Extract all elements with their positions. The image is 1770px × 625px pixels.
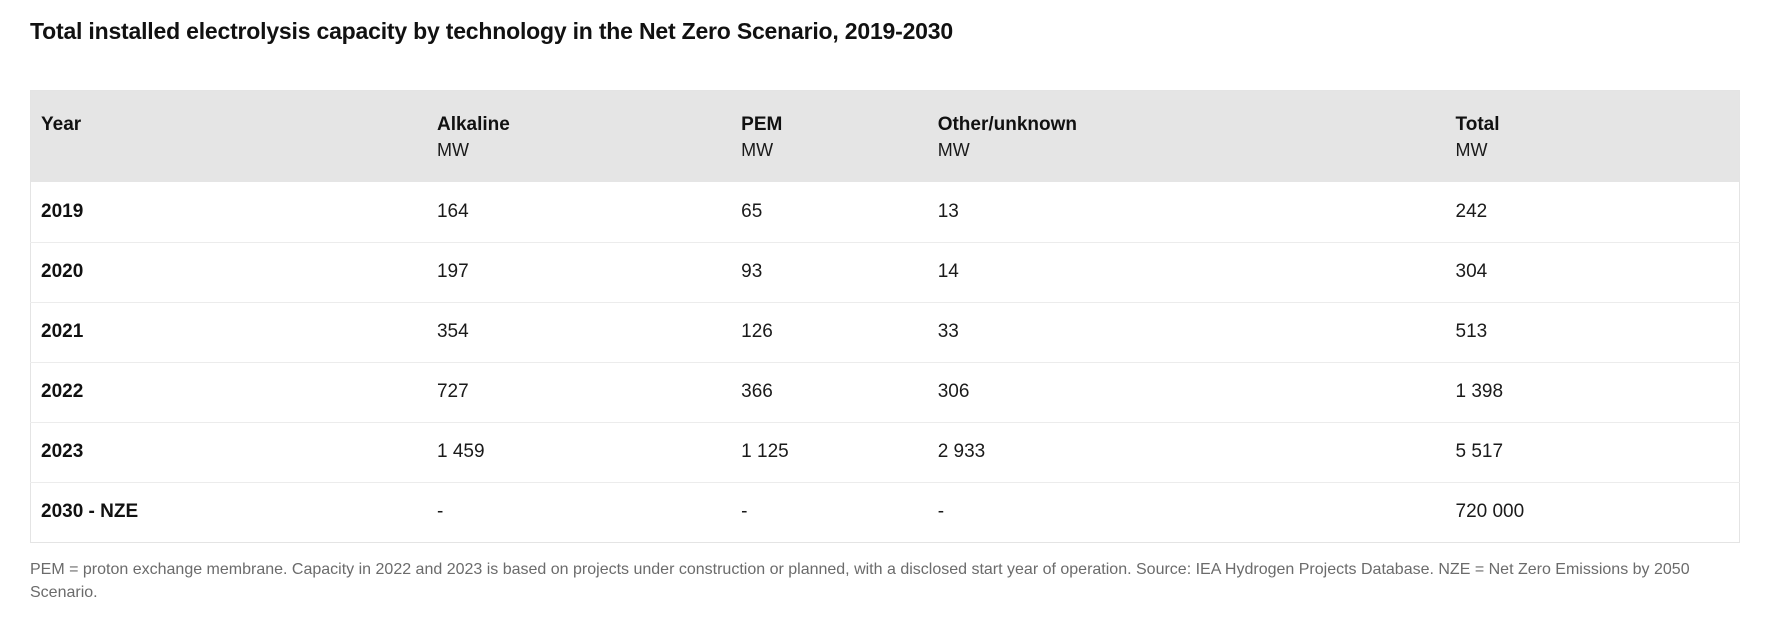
- cell-pem: 366: [741, 381, 773, 402]
- cell-total: 304: [1455, 261, 1488, 282]
- table-row-2023: 2023 1 459 1 125 2 933 5 517: [30, 422, 1740, 482]
- col-header-unit: MW: [1455, 140, 1488, 160]
- cell-alkaline: 164: [436, 200, 469, 222]
- cell-total: 5 517: [1455, 441, 1504, 462]
- table-body: 2019 164 65 13 242 2020 197 93 14 304 20…: [30, 182, 1740, 542]
- capacity-table: Year Alkaline MW PEM MW Other/unknown MW…: [30, 90, 1740, 543]
- col-header-label: Alkaline: [436, 114, 510, 135]
- row-label-year: 2021: [41, 321, 84, 342]
- cell-pem: 126: [741, 321, 773, 342]
- col-header-unit: MW: [937, 140, 970, 160]
- cell-other-unknown: -: [937, 501, 945, 522]
- col-header-label: PEM: [741, 114, 783, 135]
- table-row-2030-nze: 2030 - NZE - - - 720 000: [30, 482, 1740, 542]
- col-header-other-unknown: Other/unknown MW: [927, 90, 1446, 182]
- table-row-2022: 2022 727 366 306 1 398: [30, 362, 1740, 422]
- col-header-label: Other/unknown: [937, 114, 1078, 135]
- col-header-total: Total MW: [1445, 90, 1740, 182]
- col-header-unit: [41, 138, 417, 162]
- cell-pem: 65: [741, 200, 763, 222]
- cell-other-unknown: 306: [937, 381, 970, 402]
- cell-alkaline: 354: [436, 321, 469, 342]
- cell-alkaline: -: [436, 501, 444, 522]
- col-header-pem: PEM MW: [731, 90, 928, 182]
- row-label-year: 2023: [41, 441, 84, 462]
- table-row-2021: 2021 354 126 33 513: [30, 302, 1740, 362]
- cell-pem: 93: [741, 261, 763, 282]
- cell-total: 242: [1455, 200, 1488, 222]
- row-label-year: 2019: [41, 200, 84, 222]
- table-header: Year Alkaline MW PEM MW Other/unknown MW…: [30, 90, 1740, 182]
- cell-alkaline: 727: [436, 381, 469, 402]
- row-label-year: 2030 - NZE: [41, 501, 139, 522]
- table-row-2019: 2019 164 65 13 242: [31, 182, 1740, 242]
- col-header-year: Year: [30, 90, 427, 182]
- cell-total: 513: [1455, 321, 1488, 342]
- col-header-label: Total: [1455, 114, 1500, 135]
- col-header-alkaline: Alkaline MW: [426, 90, 732, 182]
- cell-alkaline: 1 459: [436, 441, 485, 462]
- cell-pem: 1 125: [741, 441, 789, 462]
- cell-other-unknown: 13: [937, 200, 959, 222]
- source-footnote: PEM = proton exchange membrane. Capacity…: [30, 560, 1690, 601]
- col-header-unit: MW: [436, 140, 469, 160]
- cell-alkaline: 197: [436, 261, 469, 282]
- cell-pem: -: [741, 501, 748, 522]
- row-label-year: 2020: [41, 261, 84, 282]
- cell-total: 1 398: [1455, 381, 1504, 402]
- cell-total: 720 000: [1455, 501, 1525, 522]
- page-title: Total installed electrolysis capacity by…: [30, 18, 953, 44]
- col-header-unit: MW: [741, 140, 774, 160]
- cell-other-unknown: 33: [937, 321, 959, 342]
- cell-other-unknown: 2 933: [937, 441, 986, 462]
- header-row: Year Alkaline MW PEM MW Other/unknown MW…: [30, 90, 1740, 182]
- cell-other-unknown: 14: [937, 261, 959, 282]
- table-row-2020: 2020 197 93 14 304: [30, 242, 1740, 302]
- col-header-label: Year: [41, 114, 82, 135]
- row-label-year: 2022: [41, 381, 84, 402]
